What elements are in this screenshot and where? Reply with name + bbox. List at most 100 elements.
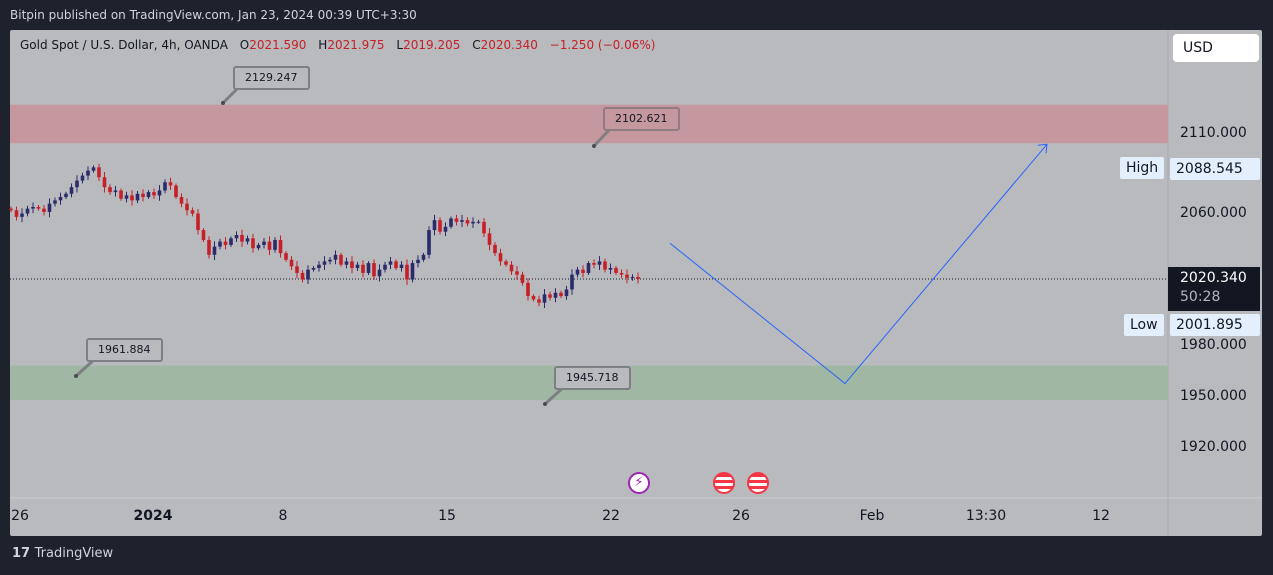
candle-body	[14, 210, 19, 217]
candle-body	[559, 292, 563, 297]
candle-body	[608, 268, 613, 270]
price-callout[interactable]: 2102.621	[603, 107, 680, 131]
candle-body	[47, 203, 52, 212]
candle-body	[487, 233, 492, 245]
candle-body	[449, 218, 453, 227]
candle-body	[174, 185, 178, 198]
candle-body	[190, 210, 195, 214]
candle-body	[416, 259, 420, 264]
candle-body	[86, 170, 90, 176]
tradingview-logo[interactable]: 𝟭𝟳 TradingView	[12, 546, 113, 561]
candle-body	[531, 296, 536, 300]
candle-body	[383, 264, 387, 270]
candle-body	[185, 203, 189, 211]
candle-body	[245, 238, 250, 242]
publish-info: Bitpin published on TradingView.com, Jan…	[10, 8, 417, 22]
candle-body	[564, 289, 569, 297]
low-value: 2019.205	[403, 38, 461, 52]
candle-body	[317, 264, 321, 269]
candle-body	[592, 263, 596, 265]
candle-body	[157, 190, 162, 196]
brand-name: TradingView	[34, 546, 114, 561]
candle-body	[570, 274, 574, 290]
candle-body	[278, 239, 283, 254]
candle-body	[273, 239, 277, 250]
price-callout[interactable]: 2129.247	[233, 66, 310, 90]
candle-body	[91, 167, 96, 171]
time-tick: 12	[1092, 508, 1110, 524]
price-tick: 2110.000	[1180, 125, 1247, 141]
candle-body	[366, 263, 371, 273]
candle-body	[108, 187, 112, 193]
candle-body	[64, 193, 68, 198]
candle-body	[361, 264, 365, 273]
candle-body	[498, 253, 503, 262]
candle-body	[630, 276, 635, 278]
candle-body	[146, 192, 151, 198]
candle-body	[460, 220, 464, 222]
candle-body	[476, 221, 481, 223]
candle-body	[201, 230, 206, 240]
high-value: 2021.975	[327, 38, 385, 52]
candle-body	[262, 241, 266, 245]
candle-body	[113, 190, 118, 193]
candle-body	[306, 269, 310, 280]
candle-body	[207, 239, 211, 255]
symbol-name[interactable]: Gold Spot / U.S. Dollar, 4h, OANDA	[20, 38, 228, 52]
time-tick: Feb	[859, 508, 885, 524]
callout-anchor	[543, 402, 547, 406]
candle-body	[636, 276, 640, 279]
currency-button[interactable]: USD	[1173, 34, 1259, 62]
open-value: 2021.590	[249, 38, 307, 52]
candle-body	[421, 254, 426, 260]
candle-body	[542, 294, 547, 303]
candle-body	[119, 190, 123, 199]
callout-anchor	[221, 101, 225, 105]
lightning-event-icon[interactable]: ⚡	[628, 472, 650, 494]
time-tick: 2024	[133, 508, 173, 524]
candle-body	[36, 206, 41, 209]
candle-body	[311, 268, 316, 270]
candle-body	[344, 261, 349, 265]
candle-body	[168, 182, 173, 186]
candle-body	[130, 195, 134, 201]
candle-body	[355, 264, 360, 269]
close-value: 2020.340	[480, 38, 538, 52]
candle-body	[328, 259, 332, 262]
open-label: O	[239, 38, 250, 52]
candle-body	[135, 193, 140, 201]
price-callout[interactable]: 1961.884	[86, 338, 163, 362]
change-value: −1.250 (−0.06%)	[549, 38, 656, 52]
high-tag-label: High	[1120, 157, 1165, 179]
candle-body	[509, 264, 514, 272]
candle-body	[163, 182, 167, 191]
candle-body	[20, 213, 24, 217]
candle-body	[97, 167, 101, 178]
candle-body	[295, 266, 299, 273]
candle-body	[212, 246, 217, 255]
candle-body	[405, 264, 409, 280]
candle-body	[394, 261, 398, 269]
price-callout[interactable]: 1945.718	[554, 366, 631, 390]
candle-body	[322, 261, 327, 265]
us-flag-event-icon[interactable]	[747, 472, 769, 494]
projection-path	[669, 143, 1048, 385]
candle-body	[603, 261, 607, 270]
last-price-label: 2020.340 50:28	[1168, 267, 1260, 311]
candle-body	[432, 220, 437, 231]
high-tag-value: 2088.545	[1170, 158, 1260, 180]
candle-body	[520, 274, 525, 283]
candle-body	[586, 263, 591, 273]
candle-body	[471, 221, 475, 224]
candle-body	[267, 241, 272, 250]
time-tick: 13:30	[965, 508, 1007, 524]
candle-body	[141, 193, 145, 198]
us-flag-event-icon[interactable]	[713, 472, 735, 494]
candle-body	[196, 213, 200, 231]
candle-body	[234, 235, 239, 239]
candle-body	[515, 271, 519, 275]
resistance-zone	[10, 104, 1168, 144]
high-label: H	[318, 38, 328, 52]
time-tick: 8	[278, 508, 288, 524]
candle-body	[427, 230, 431, 255]
